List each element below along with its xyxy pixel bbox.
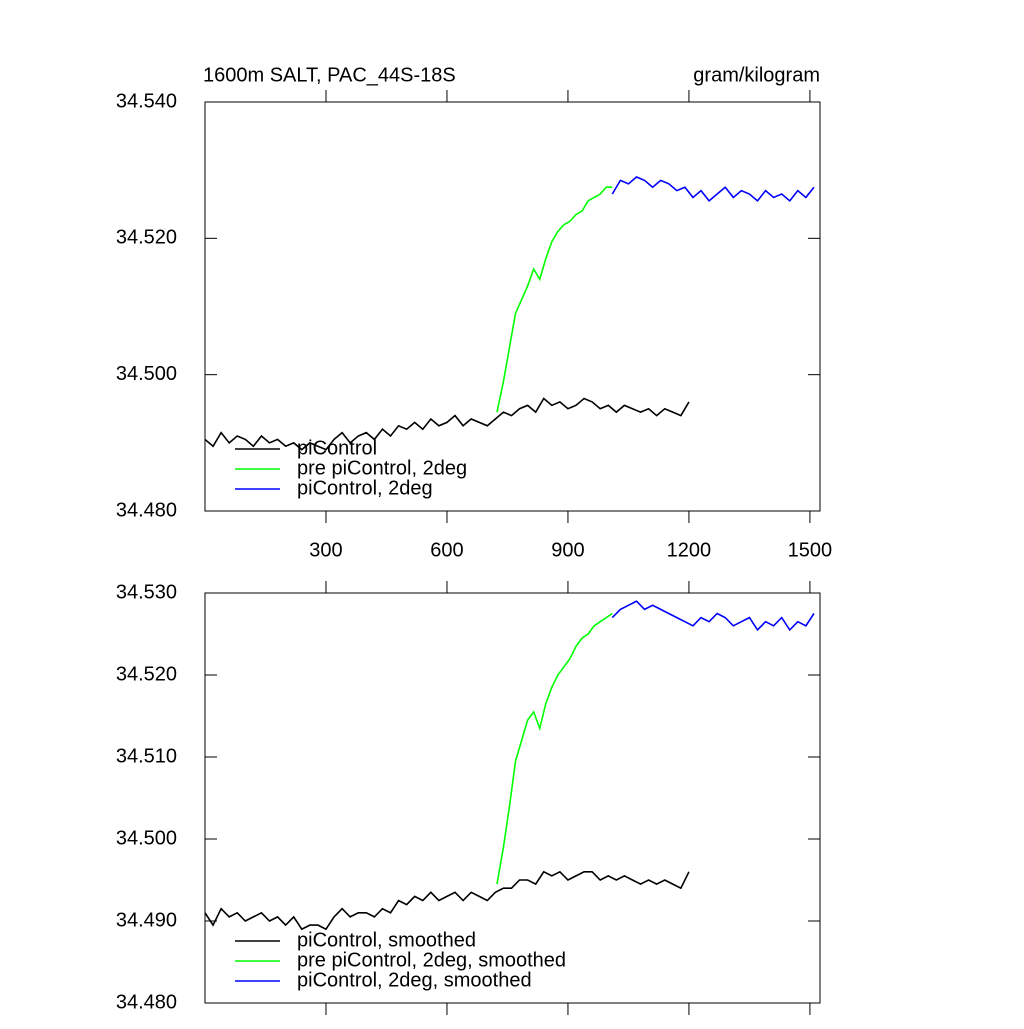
legend-label: piControl	[297, 437, 377, 459]
x-tick-label: 600	[430, 539, 463, 561]
legend-label: pre piControl, 2deg	[297, 457, 467, 479]
series-line	[204, 870, 690, 931]
y-tick-label: 34.540	[116, 90, 177, 112]
series-line	[204, 397, 690, 451]
series-line	[611, 176, 815, 202]
y-tick-label: 34.530	[116, 581, 177, 603]
series-line	[611, 600, 815, 632]
x-tick-label: 300	[309, 539, 342, 561]
series-line	[496, 186, 613, 413]
y-tick-label: 34.500	[116, 363, 177, 385]
x-tick-label: 900	[551, 539, 584, 561]
legend-label: piControl, smoothed	[297, 929, 476, 951]
y-tick-label: 34.480	[116, 991, 177, 1013]
plot-frame	[204, 101, 821, 512]
plot-frame	[204, 592, 821, 1004]
series-line	[496, 612, 613, 885]
y-tick-label: 34.520	[116, 227, 177, 249]
y-tick-label: 34.510	[116, 745, 177, 767]
x-tick-label: 1200	[667, 539, 712, 561]
x-tick-label: 1500	[788, 539, 833, 561]
y-tick-label: 34.520	[116, 663, 177, 685]
legend-label: piControl, 2deg	[297, 477, 433, 499]
legend-label: piControl, 2deg, smoothed	[297, 969, 532, 991]
y-tick-label: 34.480	[116, 499, 177, 521]
legend-label: pre piControl, 2deg, smoothed	[297, 949, 566, 971]
y-tick-label: 34.500	[116, 827, 177, 849]
chart-title: 1600m SALT, PAC_44S-18S	[203, 64, 456, 86]
units-label: gram/kilogram	[693, 64, 820, 86]
y-tick-label: 34.490	[116, 909, 177, 931]
